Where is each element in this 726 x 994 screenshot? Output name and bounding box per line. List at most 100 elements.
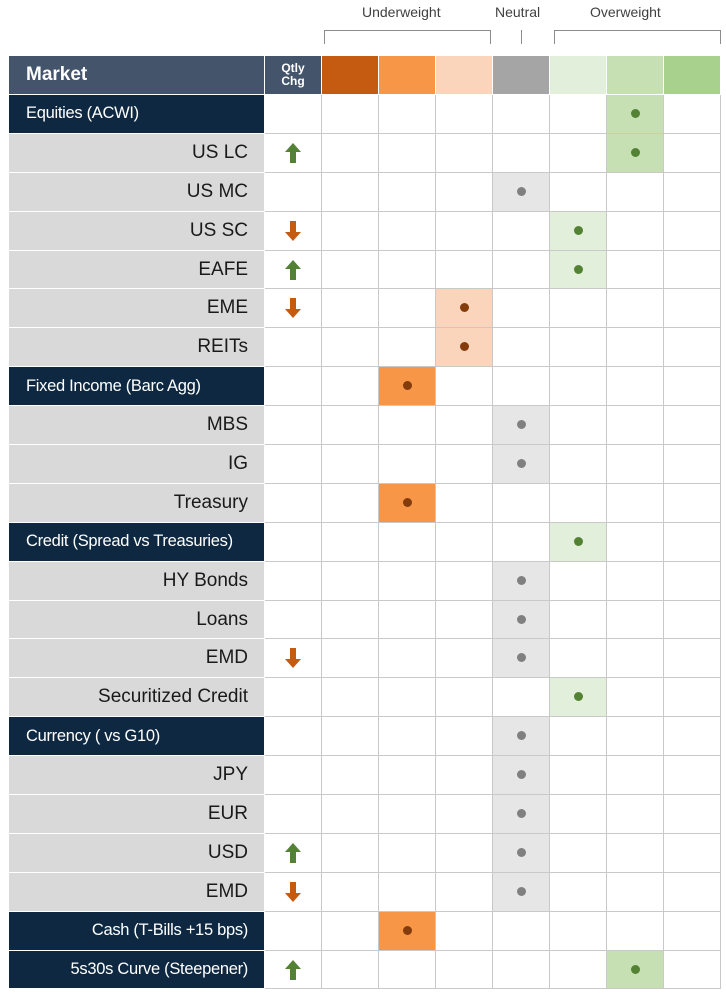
arrow-up-icon xyxy=(285,842,301,863)
table-row: Treasury xyxy=(8,482,721,523)
scale-cell xyxy=(606,444,664,484)
scale-cell xyxy=(492,949,550,990)
scale-cell xyxy=(549,599,607,640)
scale-cell xyxy=(606,521,664,562)
scale-cell xyxy=(663,249,721,290)
scale-cell xyxy=(321,327,379,368)
scale-swatch-slight-overweight xyxy=(549,55,607,95)
scale-cell xyxy=(549,949,607,990)
scale-cell xyxy=(321,521,379,562)
scale-cell xyxy=(378,521,436,562)
scale-cell xyxy=(606,871,664,912)
scale-cell xyxy=(663,755,721,796)
position-cell xyxy=(492,832,550,873)
scale-cell xyxy=(663,94,721,134)
position-dot-icon xyxy=(516,458,526,468)
arrow-up-icon xyxy=(285,259,301,280)
asset-label: REITs xyxy=(8,327,265,368)
qtly-change-cell xyxy=(264,599,322,640)
arrow-up-icon xyxy=(285,142,301,163)
scale-cell xyxy=(321,132,379,173)
table-row: EMD xyxy=(8,638,721,679)
scale-cell xyxy=(663,677,721,718)
scale-cell xyxy=(321,638,379,679)
scale-cell xyxy=(606,560,664,601)
qtly-change-cell xyxy=(264,949,322,990)
qtly-change-cell xyxy=(264,716,322,757)
table-row: Fixed Income (Barc Agg) xyxy=(8,366,721,407)
scale-cell xyxy=(549,560,607,601)
scale-cell xyxy=(549,832,607,873)
qtly-header-line1: Qtly xyxy=(281,61,305,75)
scale-cell xyxy=(435,716,493,757)
position-dot-icon xyxy=(516,770,526,780)
table-row: Loans xyxy=(8,599,721,640)
position-dot-icon xyxy=(573,536,583,546)
scale-cell xyxy=(492,132,550,173)
arrow-down-icon xyxy=(285,881,301,902)
scale-cell xyxy=(435,482,493,523)
position-dot-icon xyxy=(402,497,412,507)
scale-cell xyxy=(663,949,721,990)
table-row: REITs xyxy=(8,327,721,368)
overweight-label: Overweight xyxy=(590,4,661,20)
scale-cell xyxy=(663,910,721,951)
asset-label: USD xyxy=(8,832,265,873)
category-label: Equities (ACWI) xyxy=(8,94,265,134)
position-cell xyxy=(606,132,664,173)
underweight-label: Underweight xyxy=(362,4,441,20)
qtly-change-cell xyxy=(264,560,322,601)
table-row: HY Bonds xyxy=(8,560,721,601)
scale-cell xyxy=(606,638,664,679)
asset-label: EMD xyxy=(8,871,265,912)
scale-cell xyxy=(663,327,721,368)
position-cell xyxy=(492,638,550,679)
scale-cell xyxy=(321,249,379,290)
scale-cell xyxy=(663,871,721,912)
category-label: Credit (Spread vs Treasuries) xyxy=(8,521,265,562)
scale-cell xyxy=(378,871,436,912)
scale-cell xyxy=(606,755,664,796)
scale-cell xyxy=(663,171,721,212)
scale-swatch-underweight xyxy=(378,55,436,95)
position-cell xyxy=(492,871,550,912)
scale-cell xyxy=(321,871,379,912)
asset-label: MBS xyxy=(8,405,265,446)
scale-cell xyxy=(435,755,493,796)
scale-cell xyxy=(435,366,493,407)
qtly-change-cell xyxy=(264,327,322,368)
scale-cell xyxy=(435,521,493,562)
scale-cell xyxy=(606,677,664,718)
table-row: EAFE xyxy=(8,249,721,290)
scale-cell xyxy=(435,405,493,446)
asset-label: US LC xyxy=(8,132,265,173)
scale-cell xyxy=(378,94,436,134)
table-row: IG xyxy=(8,444,721,484)
scale-cell xyxy=(606,910,664,951)
scale-cell xyxy=(435,171,493,212)
table-row: Equities (ACWI) xyxy=(8,94,721,134)
position-cell xyxy=(492,755,550,796)
scale-cell xyxy=(492,482,550,523)
qtly-change-cell xyxy=(264,94,322,134)
overweight-bracket xyxy=(554,30,721,44)
table-row: USD xyxy=(8,832,721,873)
category-label: Cash (T-Bills +15 bps) xyxy=(8,910,265,951)
position-dot-icon xyxy=(573,692,583,702)
scale-cell xyxy=(435,677,493,718)
position-cell xyxy=(492,444,550,484)
qtly-change-cell xyxy=(264,210,322,251)
table-row: US SC xyxy=(8,210,721,251)
scale-cell xyxy=(606,288,664,329)
arrow-up-icon xyxy=(285,959,301,980)
qtly-change-cell xyxy=(264,677,322,718)
scale-cell xyxy=(321,794,379,834)
scale-cell xyxy=(549,327,607,368)
scale-cell xyxy=(378,132,436,173)
position-dot-icon xyxy=(516,575,526,585)
scale-cell xyxy=(321,94,379,134)
scale-cell xyxy=(435,94,493,134)
scale-cell xyxy=(663,716,721,757)
scale-cell xyxy=(663,132,721,173)
scale-cell xyxy=(378,794,436,834)
